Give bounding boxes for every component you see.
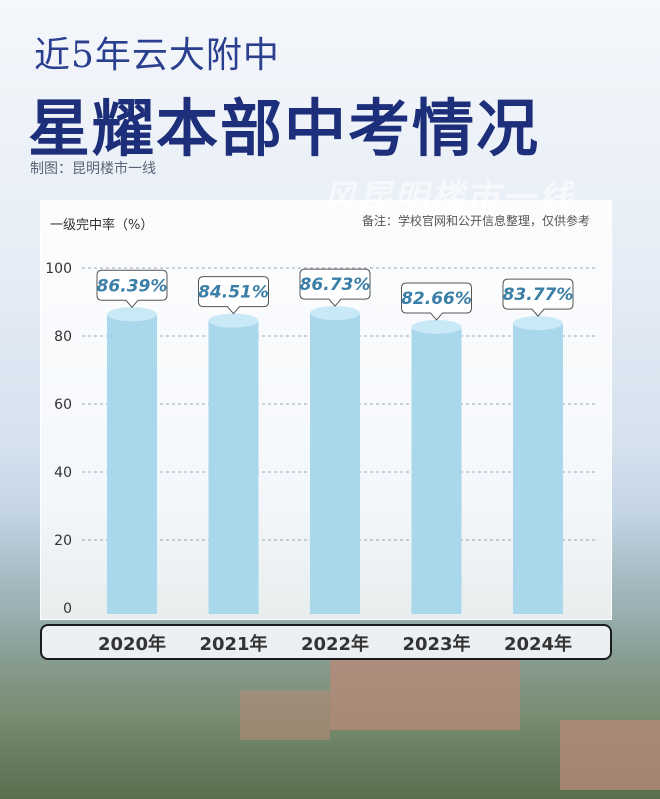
background-building xyxy=(560,720,660,790)
bar-top xyxy=(208,313,259,328)
x-tick-label: 2024年 xyxy=(504,633,572,655)
y-tick-label: 60 xyxy=(54,397,72,413)
data-label-text: 86.73% xyxy=(300,275,371,295)
y-tick-label: 80 xyxy=(54,329,72,345)
data-label-callout xyxy=(198,276,269,315)
bar xyxy=(411,326,462,614)
data-label: 82.66% xyxy=(401,282,472,321)
data-label-callout xyxy=(502,278,574,317)
background-building xyxy=(330,660,520,730)
data-label-callout xyxy=(299,268,371,307)
x-tick-label: 2020年 xyxy=(98,633,166,655)
y-tick-label: 40 xyxy=(54,465,72,481)
bar xyxy=(310,313,360,614)
page-title: 星耀本部中考情况 xyxy=(28,92,541,165)
y-axis-label: 一级完中率（%） xyxy=(50,218,154,233)
bar xyxy=(107,314,157,614)
y-tick-label: 0 xyxy=(63,601,72,617)
data-label-text: 82.66% xyxy=(401,289,472,309)
bar xyxy=(208,320,259,614)
data-label-text: 86.39% xyxy=(97,276,168,296)
chart-credit: 制图：昆明楼市一线 xyxy=(30,161,156,177)
data-label-callout xyxy=(96,269,168,309)
x-axis-band xyxy=(40,624,612,660)
bar-top xyxy=(411,319,462,334)
bar-top xyxy=(513,316,563,331)
data-label-callout xyxy=(401,282,472,321)
bar-top xyxy=(107,307,157,322)
data-label: 86.73% xyxy=(299,268,371,307)
y-tick-label: 100 xyxy=(45,261,72,277)
data-label: 84.51% xyxy=(198,276,269,315)
x-tick-label: 2022年 xyxy=(301,633,369,655)
data-label: 86.39% xyxy=(96,269,168,309)
bar xyxy=(513,323,563,614)
data-label-text: 83.77% xyxy=(503,285,574,305)
bar-top xyxy=(310,306,360,321)
x-tick-label: 2021年 xyxy=(199,633,267,655)
x-tick-label: 2023年 xyxy=(402,633,470,655)
y-tick-label: 20 xyxy=(54,533,72,549)
page-subtitle: 近5年云大附中 xyxy=(34,35,280,76)
background-building xyxy=(240,690,330,740)
chart-note: 备注：学校官网和公开信息整理，仅供参考 xyxy=(361,214,590,228)
data-label: 83.77% xyxy=(502,278,574,317)
data-label-text: 84.51% xyxy=(198,283,269,303)
